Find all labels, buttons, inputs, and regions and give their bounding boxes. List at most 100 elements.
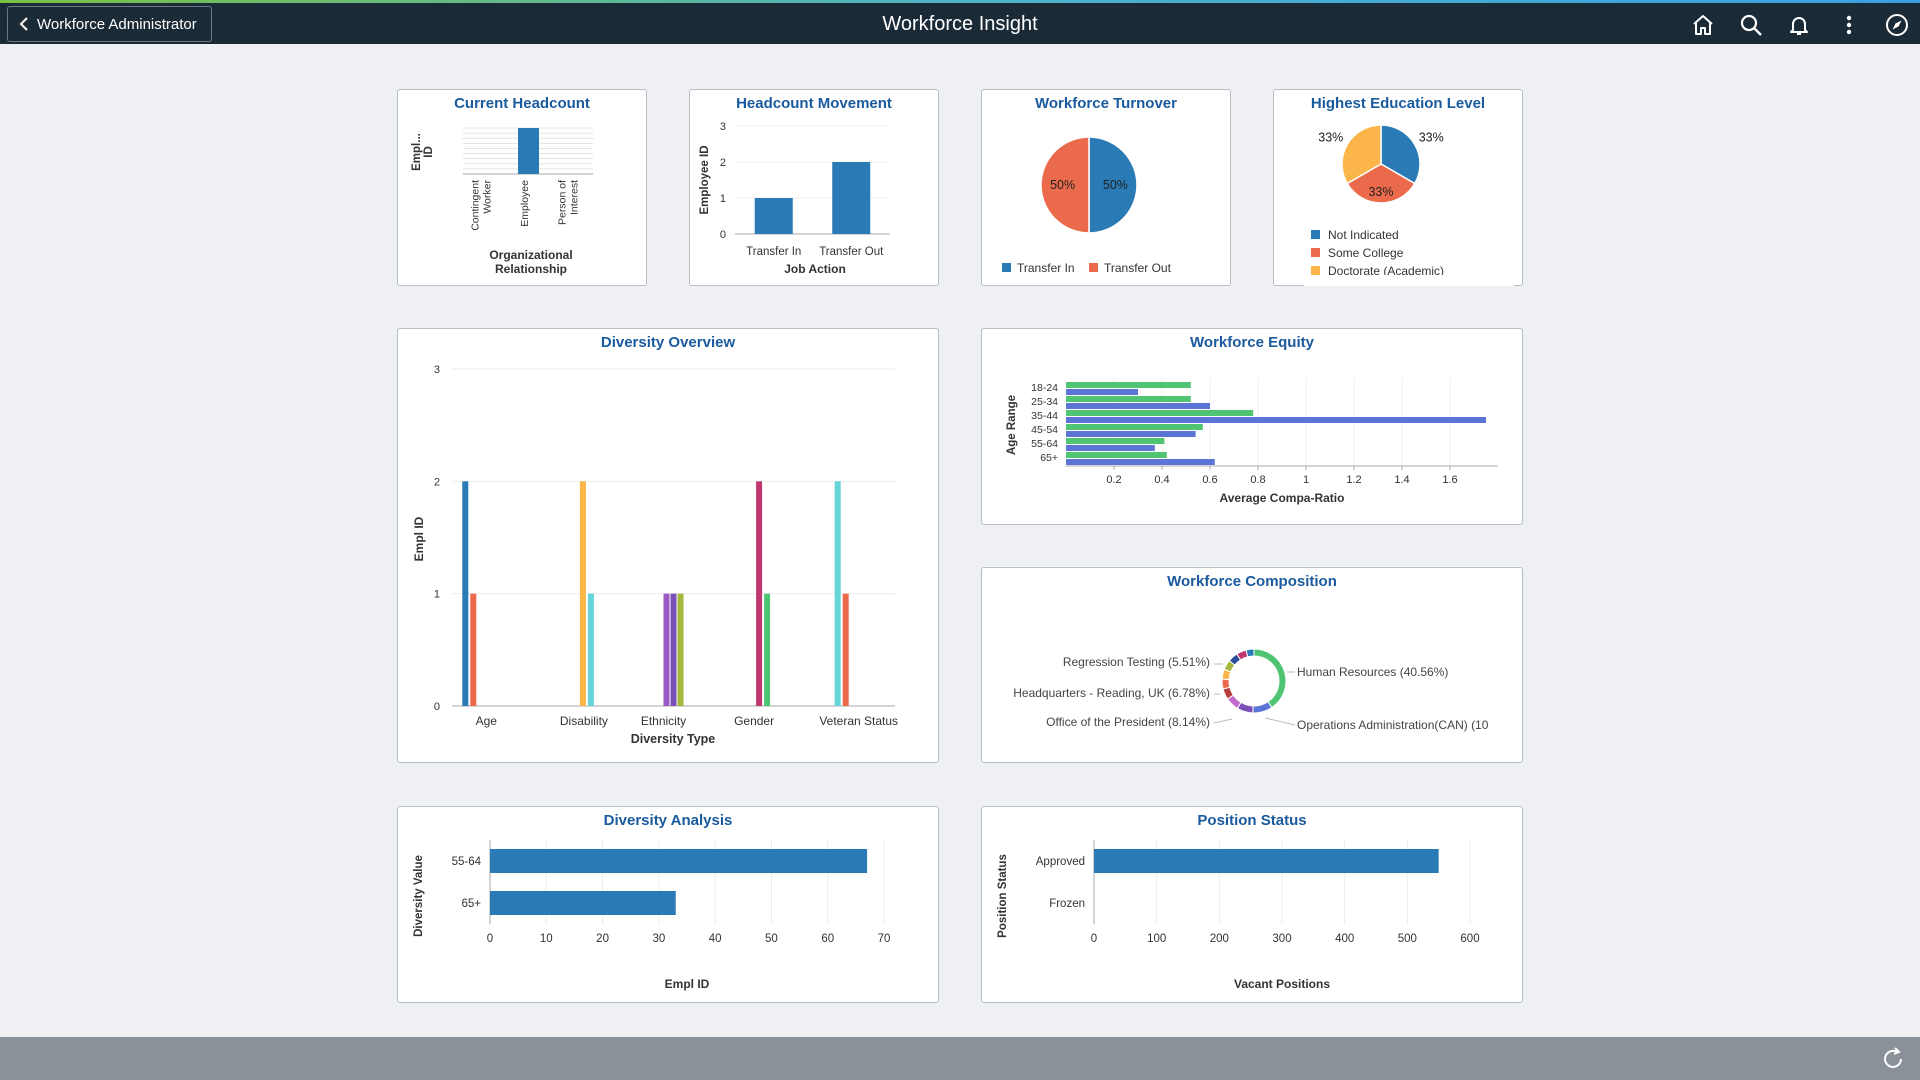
slice-label: Operations Administration(CAN) (10 [1297,718,1489,732]
y-tick-label: 55-64 [452,856,482,868]
tile-title: Current Headcount [454,95,590,112]
bar [764,593,771,706]
home-icon[interactable] [1690,12,1716,38]
x-tick-label: Transfer Out [819,246,884,258]
bar [1066,396,1191,402]
x-tick-label: 300 [1272,933,1291,945]
page-title: Workforce Insight [882,13,1038,35]
x-axis-label: Empl ID [665,977,710,991]
y-tick-label: Approved [1036,856,1085,868]
slice-label: 33% [1368,185,1393,199]
donut-slice [1253,648,1287,709]
bar [1066,424,1203,430]
x-tick-label: 60 [821,933,834,945]
bar [1066,417,1486,423]
y-axis-label: Age Range [1006,395,1018,455]
legend-label: Some College [1328,246,1404,260]
label-clip [982,678,1004,708]
x-tick-label: 0 [487,933,493,945]
x-tick-label: 100 [1147,933,1166,945]
tile-title: Diversity Overview [600,334,736,351]
legend-label: Not Indicated [1328,228,1399,242]
bar [670,593,677,706]
y-tick-label: 65+ [1040,452,1058,464]
tile-position-status[interactable]: Position Status 0 100 200 300 400 500 600 Appro… [981,806,1523,1003]
y-tick-label: 3 [434,364,440,376]
workforce-composition-chart: Human Resources (40.56%) Operations Admin… [982,648,1489,732]
bar [754,198,793,234]
bar [490,849,868,873]
x-axis-label: Relationship [495,262,567,276]
tile-highest-education[interactable]: Highest Education Level 33% 33% 33% Not Ind… [1273,89,1523,286]
tile-diversity-overview[interactable]: Diversity Overview 0 1 2 3 Age Disability Ethn… [397,328,939,763]
x-tick-label: 400 [1335,933,1354,945]
tile-headcount-movement[interactable]: Headcount Movement 0 1 2 3 Transfer In Transf… [689,89,939,286]
position-status-chart: 0 100 200 300 400 500 600 Approved Frozen Vacant … [997,840,1480,991]
brand-strip [0,0,1920,3]
x-axis-label: Average Compa-Ratio [1220,491,1345,505]
back-button-label: Workforce Administrator [37,15,197,33]
x-axis-label: Vacant Positions [1234,977,1330,991]
tile-title: Workforce Composition [1167,573,1337,590]
legend-label: Doctorate (Academic) [1328,264,1444,278]
bar [490,891,676,915]
x-tick-label: 70 [878,933,891,945]
slice-label: Office of the President (8.14%) [1046,715,1210,729]
back-button[interactable]: Workforce Administrator [7,6,212,42]
x-tick-label: 1.2 [1346,474,1361,486]
y-tick-label: 1 [720,193,726,205]
x-axis-label: Job Action [784,262,846,276]
x-tick-label: 1.6 [1442,474,1457,486]
y-axis-label: Employee ID [699,145,711,214]
x-tick-label: 500 [1398,933,1417,945]
bar [1066,389,1138,395]
navbar-compass-icon[interactable] [1884,12,1910,38]
headcount-movement-chart: 0 1 2 3 Transfer In Transfer Out Job Action Emp… [699,121,890,276]
slice-label: 50% [1103,178,1128,192]
y-tick-label: 65+ [461,898,481,910]
bar [1066,438,1165,444]
leader-line [1264,717,1296,726]
x-tick-label: Veteran Status [819,714,898,728]
tile-title: Headcount Movement [736,95,892,112]
y-tick-label: 3 [720,121,726,133]
tile-workforce-composition[interactable]: Workforce Composition Human Resources (4… [981,567,1523,763]
y-tick-label: 0 [434,701,440,713]
x-tick-label: 50 [765,933,778,945]
tile-diversity-analysis[interactable]: Diversity Analysis 0 10 20 30 40 50 60 70 55-64 6… [397,806,939,1003]
bar [579,481,586,706]
bar [677,593,684,706]
y-tick-label: 18-24 [1031,382,1058,394]
x-tick-label: 40 [709,933,722,945]
y-tick-label: 55-64 [1031,438,1058,450]
search-icon[interactable] [1738,12,1764,38]
footer-bar [0,1037,1920,1080]
y-tick-label: 1 [434,589,440,601]
slice-label: Headquarters - Reading, UK (6.78%) [1013,686,1210,700]
x-tick-label: 600 [1460,933,1479,945]
tile-workforce-equity[interactable]: Workforce Equity 0.2 0.4 0.6 0.8 1 1.2 1.4 1.6 1… [981,328,1523,525]
bar [1066,445,1155,451]
bell-icon[interactable] [1786,12,1812,38]
tile-title: Position Status [1197,812,1307,829]
more-vertical-icon[interactable] [1836,12,1862,38]
current-headcount-chart: Contingent Worker Employee Person of Interes… [411,127,593,276]
tile-workforce-turnover[interactable]: Workforce Turnover 50% 50% Transfer In Tran… [981,89,1231,286]
x-tick-label: Contingent [470,180,482,231]
tile-current-headcount[interactable]: Current Headcount Contingent Worker Employ… [397,89,647,286]
legend-swatch [1089,263,1098,272]
workforce-turnover-chart: 50% 50% Transfer In Transfer Out [1002,136,1172,275]
x-tick-label: 0 [1091,933,1097,945]
app-header: Workforce Administrator Workforce Insigh… [0,3,1920,44]
refresh-icon[interactable] [1880,1046,1906,1072]
workforce-equity-chart: 0.2 0.4 0.6 0.8 1 1.2 1.4 1.6 18-24 25-34 35-44 45-… [1006,378,1498,505]
y-tick-label: Frozen [1049,898,1085,910]
y-axis-label: Empl... [411,133,423,171]
x-axis-label: Diversity Type [631,732,716,746]
bar [1066,459,1215,465]
x-tick-label: 1 [1303,474,1309,486]
x-tick-label: 10 [540,933,553,945]
leader-line [1213,718,1233,724]
x-tick-label: Person of [556,180,568,225]
x-tick-label: Ethnicity [641,714,686,728]
